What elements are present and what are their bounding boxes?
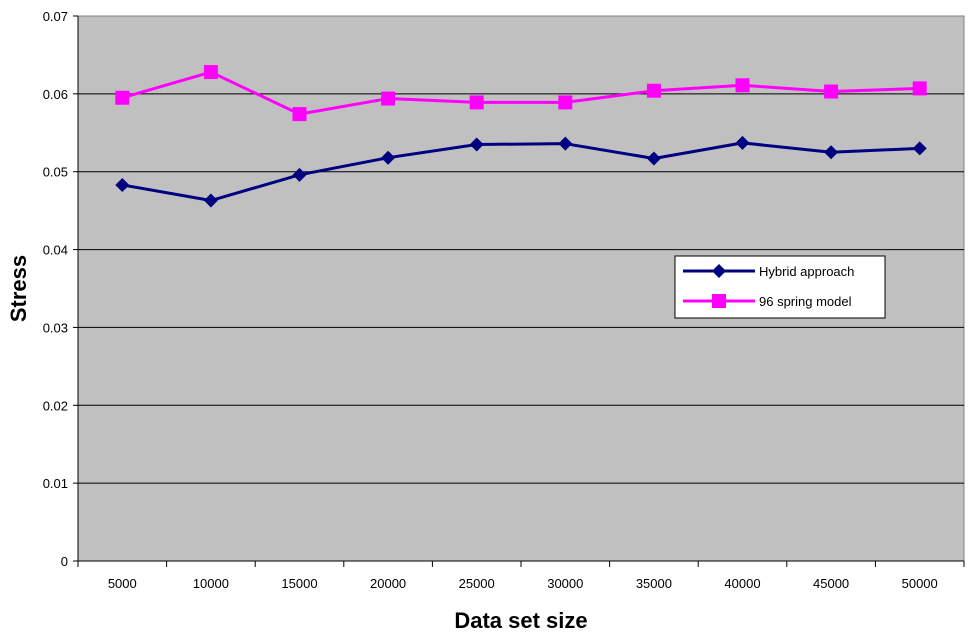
data-point [646, 151, 661, 166]
y-tick-label: 0.02 [43, 398, 68, 413]
legend-box [674, 255, 886, 319]
x-axis-ticks: 5000 10000 15000 20000 25000 30000 35000 40000 4… [77, 561, 965, 591]
data-point [824, 145, 839, 160]
data-point [469, 137, 484, 152]
data-point [203, 65, 218, 80]
series-line-2 [121, 70, 920, 116]
x-tick-label: 15000 [281, 576, 317, 591]
legend-marker [712, 264, 726, 278]
x-tick-label: 25000 [459, 576, 495, 591]
data-point [469, 95, 484, 110]
y-tick-label: 0.06 [43, 87, 68, 102]
data-point [735, 78, 750, 93]
data-point [115, 90, 130, 105]
x-tick-label: 35000 [636, 576, 672, 591]
x-tick-label: 50000 [902, 576, 938, 591]
data-point [824, 84, 839, 99]
x-axis-title: Data set size [454, 608, 587, 633]
data-point [292, 107, 307, 122]
legend: Hybrid approach 96 spring model [674, 255, 886, 319]
y-tick-label: 0.01 [43, 476, 68, 491]
y-axis-title: Stress [6, 255, 31, 322]
x-tick-label: 30000 [547, 576, 583, 591]
data-point [381, 150, 396, 165]
data-point [646, 83, 661, 98]
x-tick-label: 20000 [370, 576, 406, 591]
data-point [912, 141, 927, 156]
legend-label: Hybrid approach [759, 264, 854, 279]
y-tick-label: 0.07 [43, 9, 68, 24]
series-line-1 [122, 141, 920, 203]
gridlines [77, 16, 964, 562]
data-point [203, 193, 218, 208]
x-tick-label: 10000 [193, 576, 229, 591]
y-tick-label: 0 [61, 554, 68, 569]
y-axis-ticks: 0 0.01 0.02 0.03 0.04 0.05 0.06 0.07 [43, 9, 78, 569]
x-tick-label: 45000 [813, 576, 849, 591]
y-tick-label: 0.03 [43, 320, 68, 335]
data-point [912, 81, 927, 96]
series-group [115, 65, 927, 208]
data-point [735, 135, 750, 150]
data-point [381, 91, 396, 106]
data-point [558, 95, 573, 110]
data-point [558, 136, 573, 151]
data-point [292, 167, 307, 182]
data-point [115, 177, 130, 192]
legend-marker [712, 294, 726, 308]
y-tick-label: 0.04 [43, 243, 68, 258]
x-tick-label: 40000 [724, 576, 760, 591]
y-tick-label: 0.05 [43, 165, 68, 180]
x-tick-label: 5000 [108, 576, 137, 591]
legend-label: 96 spring model [759, 294, 852, 309]
